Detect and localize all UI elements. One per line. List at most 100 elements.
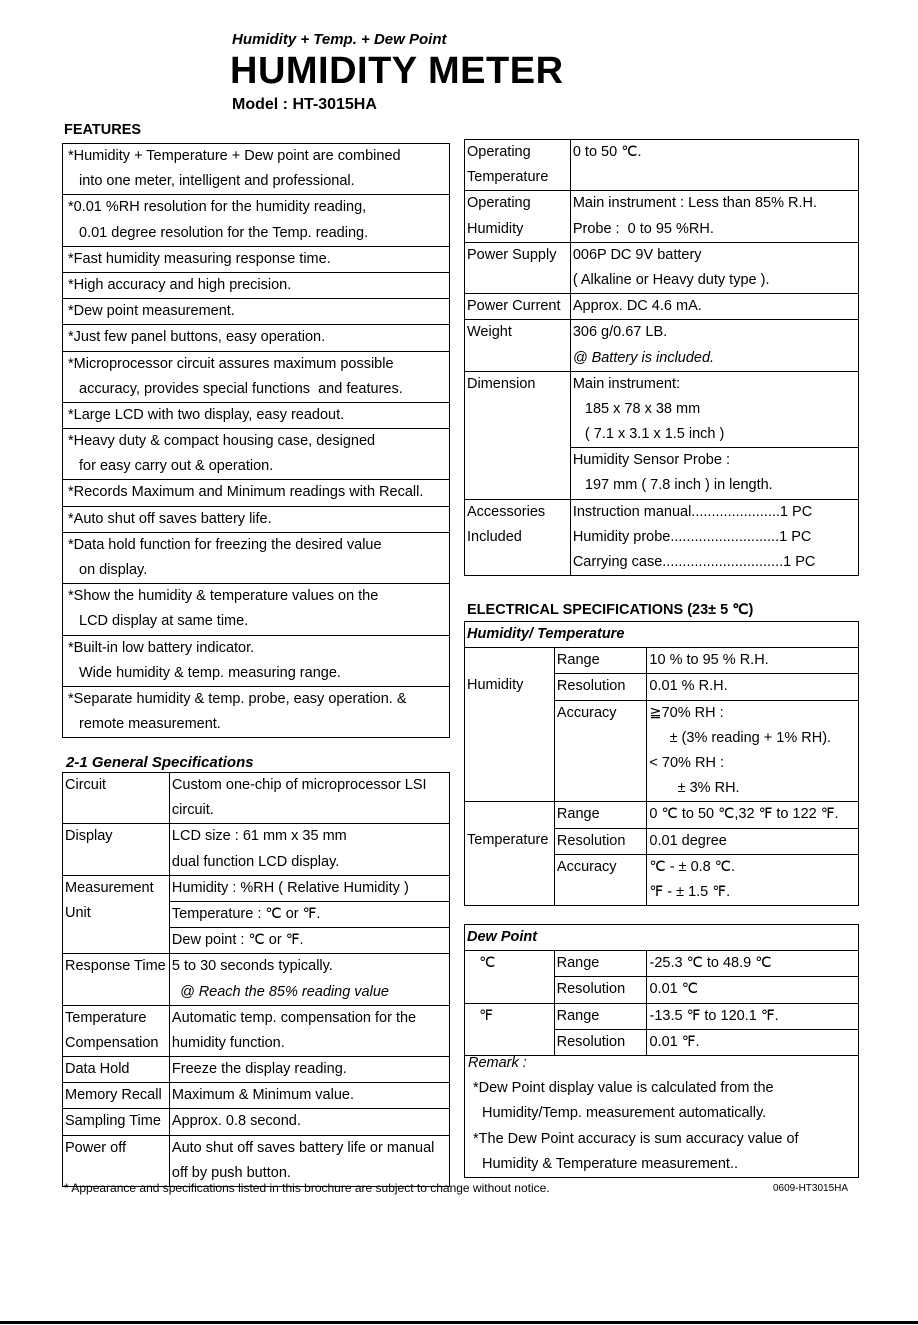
cell-text: 0.01 ℃ <box>649 981 699 998</box>
cell-text: Humidity probe..........................… <box>572 528 812 545</box>
table-row: Power Current Approx. DC 4.6 mA. <box>464 293 860 321</box>
section-header: Humidity/ Temperature <box>464 620 859 649</box>
feature-cell: *Fast humidity measuring response time. <box>62 245 450 273</box>
table-row: Data Hold Freeze the display reading. <box>62 1056 451 1084</box>
table-row: Dew Point <box>464 923 859 952</box>
table-cell: Measurement Unit <box>62 874 170 955</box>
table-row: Measurement Unit Humidity : %RH ( Relative… <box>62 874 451 955</box>
page-title: HUMIDITY METER <box>230 50 564 92</box>
table-cell: Power Current <box>464 293 571 321</box>
table-row: Weight 306 g/0.67 LB. @ Battery is include… <box>464 319 860 372</box>
table-row: Resolution 0.01 degree <box>465 827 859 855</box>
cell-text: Probe : 0 to 95 %RH. <box>572 220 714 237</box>
table-cell: Humidity : %RH ( Relative Humidity ) <box>168 874 451 902</box>
cell-text: Compensation <box>65 1034 159 1051</box>
table-row: Memory Recall Maximum & Minimum value. <box>62 1082 451 1110</box>
feature-text: *Separate humidity & temp. probe, easy o… <box>68 690 407 707</box>
cell-text: Included <box>467 528 522 545</box>
bottom-rule <box>0 1321 918 1324</box>
table-row: Dimension Main instrument: 185 x 78 x 38 … <box>464 370 860 500</box>
feature-cell: *Show the humidity & temperature values … <box>62 583 450 636</box>
cell-text: Range <box>556 955 600 972</box>
feature-item: *Built-in low battery indicator. Wide hum… <box>62 634 450 687</box>
feature-text: *Fast humidity measuring response time. <box>68 250 331 267</box>
table-row: Power Supply 006P DC 9V battery ( Alkaline… <box>464 241 860 295</box>
cell-text: Resolution <box>556 678 626 695</box>
cell-text: Power off <box>65 1139 126 1156</box>
table-cell: Instruction manual......................… <box>569 498 860 577</box>
feature-item: *Data hold function for freezing the des… <box>62 531 450 585</box>
cell-text: Auto shut off saves battery life or manu… <box>171 1139 435 1156</box>
cell-text: Resolution <box>556 981 626 998</box>
cell-text: ± (3% reading + 1% RH). <box>649 729 832 746</box>
feature-item: *0.01 %RH resolution for the humidity re… <box>62 194 450 247</box>
electrical-specs-heading: ELECTRICAL SPECIFICATIONS (23± 5 ℃) <box>467 602 754 618</box>
cell-text: Temperature : ℃ or ℉. <box>171 905 321 922</box>
table-cell: 0.01 ℃ <box>646 976 859 1004</box>
table-cell: Resolution <box>553 673 648 701</box>
table-cell: Custom one-chip of microprocessor LSI cir… <box>168 771 451 825</box>
table-cell: Response Time <box>62 953 170 1006</box>
cell-text: Operating <box>467 144 531 160</box>
feature-text: LCD display at same time. <box>79 613 249 630</box>
cell-text: Weight <box>467 324 512 341</box>
feature-text: *Data hold function for freezing the des… <box>68 536 382 553</box>
table-row: Response Time 5 to 30 seconds typically. … <box>62 953 451 1006</box>
cell-text: Resolution <box>556 1033 626 1050</box>
feature-cell: *0.01 %RH resolution for the humidity re… <box>62 194 450 247</box>
table-cell: 306 g/0.67 LB. @ Battery is included. <box>569 319 860 372</box>
cell-text: Temperature <box>467 831 549 848</box>
feature-text: for easy carry out & operation. <box>79 458 274 475</box>
feature-cell: *Microprocessor circuit assures maximum … <box>62 350 450 403</box>
cell-text: ℉ <box>467 1007 493 1024</box>
feature-text: 0.01 degree resolution for the Temp. rea… <box>79 224 369 241</box>
cell-text: -13.5 ℉ to 120.1 ℉. <box>649 1007 779 1024</box>
table-row: Resolution 0.01 % R.H. <box>465 673 859 701</box>
table-row: Humidity/ Temperature <box>464 620 859 649</box>
table-cell: 10 % to 95 % R.H. <box>646 647 859 675</box>
table-cell: Operating Humidity <box>464 190 571 243</box>
table-row: ℉ Range -13.5 ℉ to 120.1 ℉. <box>464 1002 859 1056</box>
cell-text: Instruction manual......................… <box>572 503 813 520</box>
feature-item: *Dew point measurement. <box>62 298 450 326</box>
feature-text: *Just few panel buttons, easy operation. <box>68 329 326 346</box>
table-cell: Dew point : ℃ or ℉. <box>168 927 451 955</box>
cell-text: Humidity Sensor Probe : <box>572 452 730 469</box>
general-specs-heading: 2-1 General Specifications <box>66 754 254 771</box>
remark-text: *Dew Point display value is calculated f… <box>473 1080 774 1097</box>
table-cell: Sampling Time <box>62 1108 170 1136</box>
table-cell: Main instrument : Less than 85% R.H. Prob… <box>569 190 860 243</box>
feature-cell: *Data hold function for freezing the des… <box>62 531 450 585</box>
section-header: Dew Point <box>464 923 859 952</box>
table-cell: Accuracy <box>553 853 648 907</box>
cell-text: Freeze the display reading. <box>171 1061 347 1078</box>
table-row: Accuracy ≧70% RH : ± (3% reading + 1% RH)… <box>465 699 859 803</box>
table-cell: Automatic temp. compensation for the humi… <box>168 1004 451 1058</box>
cell-text: 185 x 78 x 38 mm <box>572 400 701 417</box>
table-cell: Range <box>553 647 648 675</box>
cell-text: ℃ <box>467 955 496 972</box>
cell-text: 10 % to 95 % R.H. <box>649 652 769 669</box>
table-row: Accessories Included Instruction manual...… <box>464 498 860 577</box>
table-row: Accuracy ℃ - ± 0.8 ℃. ℉ - ± 1.5 ℉. <box>465 853 859 907</box>
table-cell: LCD size : 61 mm x 35 mm dual function LC… <box>168 823 451 876</box>
feature-text: *0.01 %RH resolution for the humidity re… <box>68 199 367 216</box>
table-cell: Humidity Sensor Probe : 197 mm ( 7.8 inc… <box>569 447 860 500</box>
table-cell: Temperature <box>464 801 555 907</box>
cell-text: Temperature <box>65 1009 147 1026</box>
features-heading: FEATURES <box>64 122 142 138</box>
cell-text: Dimension <box>467 375 536 392</box>
cell-text: Humidity/ Temperature <box>467 626 625 642</box>
cell-text: Dew point : ℃ or ℉. <box>171 932 304 949</box>
table-row: Power off Auto shut off saves battery lif… <box>62 1134 451 1188</box>
cell-text: ( Alkaline or Heavy duty type ). <box>572 271 770 288</box>
feature-text: *Large LCD with two display, easy readou… <box>68 406 345 423</box>
feature-cell: *Records Maximum and Minimum readings wi… <box>62 479 450 507</box>
feature-cell: *Dew point measurement. <box>62 298 450 326</box>
table-row: Circuit Custom one-chip of microprocessor… <box>62 771 451 825</box>
cell-text: Main instrument : Less than 85% R.H. <box>572 195 818 212</box>
table-cell: Memory Recall <box>62 1082 170 1110</box>
feature-cell: *Auto shut off saves battery life. <box>62 505 450 533</box>
feature-text: *Dew point measurement. <box>68 303 235 320</box>
table-row: Temperature : ℃ or ℉. <box>63 900 451 929</box>
